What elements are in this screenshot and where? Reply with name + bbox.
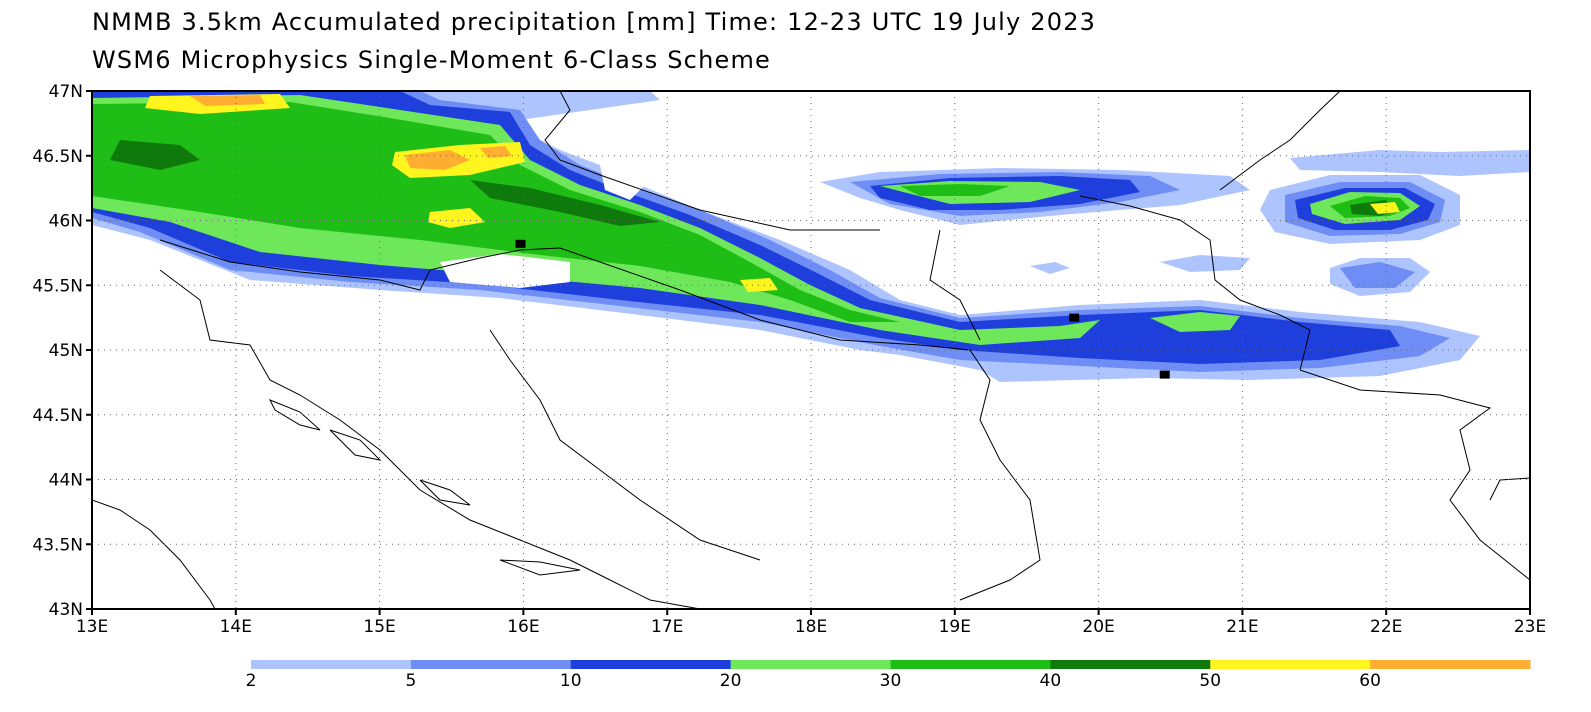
colorbar-label: 60 — [1359, 671, 1381, 691]
lon-label: 14E — [220, 617, 252, 637]
station-marker — [1069, 313, 1080, 322]
precip-area-2mm — [600, 160, 650, 200]
colorbar-label: 30 — [879, 671, 902, 691]
colorbar-segment — [1210, 660, 1371, 669]
precip-area-20mm — [1150, 312, 1240, 332]
precip-area-50mm — [428, 208, 485, 228]
border-line — [929, 229, 981, 341]
precip-area-2mm — [440, 254, 570, 288]
lon-label: 19E — [939, 617, 971, 637]
precipitation-field — [92, 91, 1530, 382]
precip-area-60mm — [480, 146, 512, 158]
border-line — [544, 91, 880, 231]
lon-label: 18E — [795, 617, 827, 637]
lon-label: 15E — [363, 617, 395, 637]
precip-area-50mm — [1370, 202, 1400, 214]
border-line — [959, 349, 1041, 601]
colorbar-label: 40 — [1039, 671, 1062, 691]
lon-label: 17E — [651, 617, 683, 637]
precip-area-2mm — [1290, 150, 1530, 176]
precip-area-30mm — [900, 184, 1010, 196]
colorbar-label: 20 — [719, 671, 742, 691]
map-grid — [92, 91, 1530, 609]
border-line — [1489, 477, 1530, 501]
island-outline — [268, 399, 321, 431]
colorbar-segment — [890, 660, 1051, 669]
island-outline — [499, 559, 581, 576]
lon-label: 13E — [76, 617, 108, 637]
precip-area-40mm — [470, 180, 660, 226]
station-markers — [515, 239, 1170, 379]
border-line — [1079, 195, 1311, 371]
colorbar — [251, 660, 1531, 669]
precip-area-2mm — [1160, 255, 1250, 272]
lon-label: 22E — [1370, 617, 1402, 637]
lat-label: 46N — [49, 212, 83, 232]
map-subtitle: WSM6 Microphysics Single-Moment 6-Class … — [92, 46, 771, 74]
colorbar-segment — [251, 660, 412, 669]
lat-label: 47N — [49, 82, 83, 102]
station-marker — [1159, 370, 1170, 379]
precip-area-5mm — [1340, 262, 1415, 288]
colorbar-segment — [730, 660, 891, 669]
station-marker — [515, 239, 526, 248]
lat-label: 46.5N — [32, 147, 83, 167]
lon-label: 21E — [1226, 617, 1258, 637]
precip-area-2mm — [1030, 262, 1070, 274]
lat-label: 44N — [49, 471, 83, 491]
lat-label: 44.5N — [32, 406, 83, 426]
island-outline — [419, 479, 471, 506]
colorbar-label: 10 — [559, 671, 582, 691]
lat-label: 45N — [49, 341, 83, 361]
colorbar-label: 5 — [405, 671, 417, 691]
precip-area-60mm — [190, 95, 265, 106]
adriatic-coast — [159, 269, 701, 609]
border-line — [559, 247, 971, 351]
precip-area-30mm — [92, 102, 900, 322]
italy-coast — [92, 499, 216, 609]
lat-label: 43.5N — [32, 535, 83, 555]
colorbar-segment — [410, 660, 572, 669]
precip-area-60mm — [405, 150, 470, 170]
border-line — [159, 239, 561, 291]
colorbar-segment — [570, 660, 732, 669]
colorbar-segment — [1050, 660, 1211, 669]
border-line — [489, 329, 761, 561]
coastlines-borders — [92, 91, 1530, 609]
colorbar-label: 2 — [245, 671, 257, 691]
lon-label: 16E — [507, 617, 539, 637]
lat-label: 45.5N — [32, 276, 83, 296]
lon-label: 20E — [1082, 617, 1114, 637]
colorbar-label: 50 — [1199, 671, 1222, 691]
lon-label: 23E — [1514, 617, 1546, 637]
colorbar-segment — [1370, 660, 1531, 669]
precip-area-40mm — [110, 140, 200, 170]
map-title: NMMB 3.5km Accumulated precipitation [mm… — [92, 8, 1097, 36]
island-outline — [329, 429, 382, 461]
latitude-labels: 47N 46.5N 46N 45.5N 45N 44.5N 44N 43.5N 43N — [32, 82, 92, 620]
longitude-labels: 13E 14E 15E 16E 17E 18E 19E 20E 21E 22E 23E — [76, 609, 1546, 637]
border-line — [1219, 91, 1341, 191]
lat-label: 43N — [49, 600, 83, 620]
